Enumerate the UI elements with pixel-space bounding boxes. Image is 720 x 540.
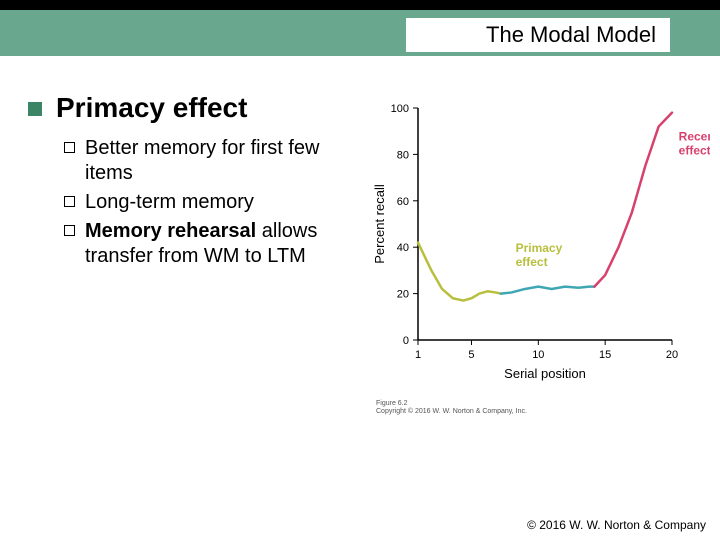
svg-text:Percent recall: Percent recall (372, 184, 387, 264)
checkbox-icon (64, 196, 75, 207)
svg-text:effect: effect (516, 255, 548, 269)
svg-text:40: 40 (397, 242, 409, 254)
list-item: Memory rehearsal allows transfer from WM… (64, 219, 354, 269)
figure-copyright: Copyright © 2016 W. W. Norton & Company,… (376, 408, 527, 416)
svg-text:15: 15 (599, 349, 611, 361)
square-bullet-icon (28, 102, 42, 116)
svg-text:20: 20 (666, 349, 678, 361)
list-item: Better memory for first few items (64, 136, 354, 186)
svg-text:5: 5 (468, 349, 474, 361)
svg-text:effect: effect (679, 143, 710, 157)
svg-text:Primacy: Primacy (516, 241, 563, 255)
top-border (0, 0, 720, 10)
chart-svg: 02040608010015101520Serial positionPerce… (370, 100, 710, 400)
figure-caption: Figure 6.2 Copyright © 2016 W. W. Norton… (376, 400, 527, 417)
svg-text:60: 60 (397, 196, 409, 208)
slide: The Modal Model Primacy effect Better me… (0, 0, 720, 540)
svg-text:10: 10 (532, 349, 544, 361)
page-title: The Modal Model (406, 18, 670, 52)
list-item: Long-term memory (64, 190, 354, 215)
slide-copyright: © 2016 W. W. Norton & Company (527, 518, 706, 532)
svg-text:Recency: Recency (679, 129, 710, 143)
svg-text:80: 80 (397, 149, 409, 161)
checkbox-icon (64, 225, 75, 236)
serial-position-chart: 02040608010015101520Serial positionPerce… (370, 100, 710, 400)
svg-text:Serial position: Serial position (504, 366, 586, 381)
checkbox-icon (64, 142, 75, 153)
svg-text:1: 1 (415, 349, 421, 361)
svg-text:20: 20 (397, 289, 409, 301)
svg-text:0: 0 (403, 335, 409, 347)
svg-text:100: 100 (391, 103, 409, 115)
list-item-text: Long-term memory (85, 190, 254, 215)
main-heading: Primacy effect (56, 92, 247, 124)
list-item-text: Better memory for first few items (85, 136, 354, 186)
list-item-text: Memory rehearsal allows transfer from WM… (85, 219, 354, 269)
header-title-wrap: The Modal Model (0, 18, 700, 52)
sub-list: Better memory for first few items Long-te… (64, 136, 354, 269)
